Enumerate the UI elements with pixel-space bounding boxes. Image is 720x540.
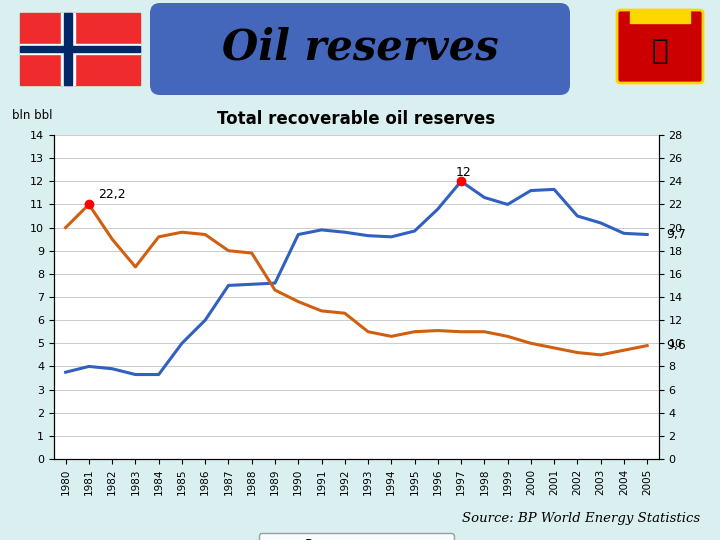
R/P bbox=[61, 224, 70, 231]
Reserves bbox=[643, 231, 652, 238]
Reserves bbox=[410, 228, 419, 234]
FancyBboxPatch shape bbox=[150, 3, 570, 95]
Reserves bbox=[61, 369, 70, 375]
R/P bbox=[410, 328, 419, 335]
FancyBboxPatch shape bbox=[617, 10, 703, 83]
R/P bbox=[480, 328, 489, 335]
Text: 🦁: 🦁 bbox=[652, 37, 668, 65]
Text: 12: 12 bbox=[456, 165, 472, 179]
R/P bbox=[154, 234, 163, 240]
Text: 9,6: 9,6 bbox=[666, 339, 685, 352]
R/P bbox=[364, 328, 372, 335]
Reserves bbox=[596, 220, 605, 226]
R/P bbox=[294, 299, 302, 305]
Bar bbox=[20, 44, 140, 54]
Reserves bbox=[178, 340, 186, 347]
Reserves bbox=[503, 201, 512, 208]
Bar bbox=[61, 13, 75, 85]
R/P bbox=[503, 333, 512, 340]
Reserves bbox=[341, 229, 349, 235]
R/P bbox=[387, 333, 395, 340]
Reserves bbox=[154, 372, 163, 378]
Reserves bbox=[620, 230, 629, 237]
R/P bbox=[596, 352, 605, 358]
Reserves bbox=[131, 372, 140, 378]
Bar bbox=[20, 13, 140, 85]
R/P bbox=[271, 287, 279, 293]
Bar bbox=[630, 11, 690, 23]
Reserves bbox=[108, 366, 117, 372]
Reserves bbox=[248, 281, 256, 287]
R/P bbox=[341, 310, 349, 316]
R/P bbox=[456, 328, 465, 335]
R/P bbox=[620, 347, 629, 354]
R/P bbox=[178, 229, 186, 235]
Reserves bbox=[294, 231, 302, 238]
Reserves bbox=[271, 280, 279, 286]
R/P bbox=[573, 349, 582, 356]
Reserves bbox=[456, 178, 465, 185]
Reserves bbox=[480, 194, 489, 201]
Reserves bbox=[318, 227, 326, 233]
Reserves bbox=[201, 317, 210, 323]
Text: Source: BP World Energy Statistics: Source: BP World Energy Statistics bbox=[462, 512, 700, 525]
R/P bbox=[84, 201, 93, 208]
R/P bbox=[224, 247, 233, 254]
R/P bbox=[248, 250, 256, 256]
Reserves bbox=[84, 363, 93, 370]
Reserves bbox=[224, 282, 233, 289]
R/P bbox=[201, 231, 210, 238]
R/P bbox=[433, 327, 442, 334]
Reserves bbox=[526, 187, 535, 194]
Line: R/P: R/P bbox=[66, 205, 647, 355]
R/P bbox=[131, 264, 140, 270]
R/P bbox=[550, 345, 559, 351]
R/P bbox=[526, 340, 535, 347]
Bar bbox=[64, 13, 72, 85]
Line: Reserves: Reserves bbox=[66, 181, 647, 375]
Text: Oil reserves: Oil reserves bbox=[222, 27, 498, 69]
R/P bbox=[108, 236, 117, 242]
Text: 22,2: 22,2 bbox=[98, 188, 126, 201]
Reserves bbox=[433, 206, 442, 212]
R/P bbox=[318, 308, 326, 314]
Reserves bbox=[550, 186, 559, 193]
Text: 9,7: 9,7 bbox=[666, 228, 685, 241]
Reserves bbox=[387, 234, 395, 240]
Title: Total recoverable oil reserves: Total recoverable oil reserves bbox=[217, 110, 495, 128]
Reserves bbox=[573, 213, 582, 219]
R/P bbox=[643, 342, 652, 349]
Reserves bbox=[364, 232, 372, 239]
Text: bln bbl: bln bbl bbox=[12, 109, 52, 122]
Bar bbox=[20, 46, 140, 52]
Legend: Reserves, R/P: Reserves, R/P bbox=[259, 534, 454, 540]
